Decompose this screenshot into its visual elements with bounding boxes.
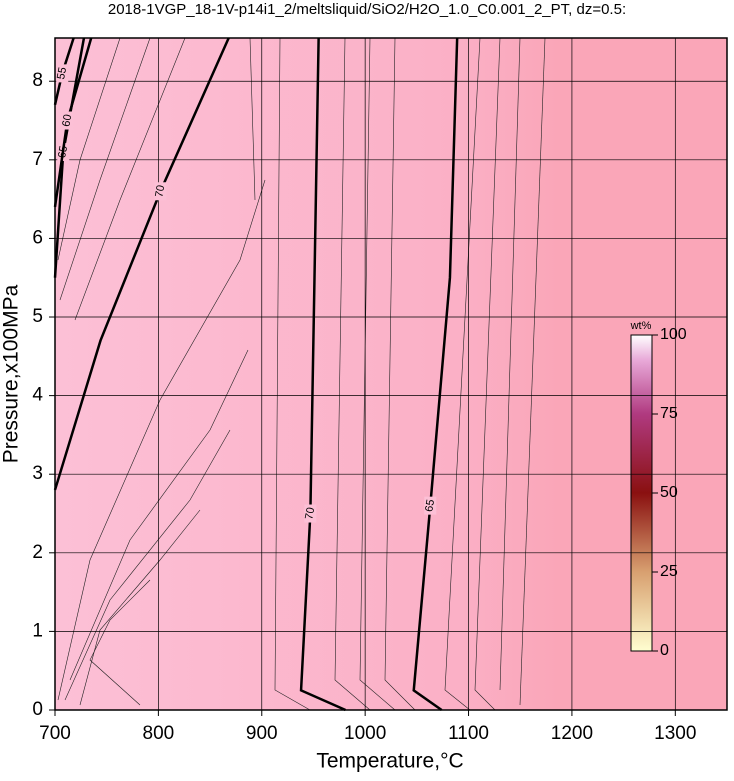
contour-label: 55	[55, 66, 69, 80]
x-tick-label: 1100	[448, 723, 489, 744]
contour-label-bg	[56, 64, 69, 83]
contour-label: 65	[423, 499, 437, 513]
x-axis-label: Temperature,°C	[316, 750, 463, 773]
colorbar	[630, 334, 653, 652]
x-tick-label: 1000	[344, 723, 386, 744]
colorbar-tick-label: 100	[660, 326, 687, 343]
y-axis-label: Pressure,x100MPa	[0, 284, 23, 463]
y-tick-label: 2	[32, 542, 43, 563]
chart-title: 2018-1VGP_18-1V-p14i1_2/meltsliquid/SiO2…	[108, 1, 626, 18]
x-tick-label: 900	[246, 723, 278, 744]
contour-line	[53, 37, 230, 491]
colorbar-tick-label: 75	[660, 405, 678, 422]
y-tick-label: 5	[32, 306, 43, 327]
contour-label: 70	[303, 506, 317, 520]
contour-label-bg	[304, 504, 317, 523]
x-tick-label: 1300	[654, 723, 696, 744]
y-tick-label: 1	[32, 620, 43, 641]
thin-contours	[57, 37, 546, 711]
y-tick-label: 3	[32, 463, 43, 484]
y-tick-label: 8	[32, 70, 43, 91]
contour-label: 60	[60, 113, 74, 127]
y-tick-label: 6	[32, 227, 43, 248]
x-tick-label: 1200	[551, 723, 593, 744]
colorbar-tick-label: 50	[660, 484, 678, 501]
colorbar-tick-label: 25	[660, 563, 678, 580]
x-tick-label: 700	[39, 723, 71, 744]
y-tick-label: 4	[32, 385, 43, 406]
y-tick-label: 7	[32, 149, 43, 170]
x-tick-label: 800	[143, 723, 175, 744]
contour-label: 70	[153, 184, 167, 198]
y-tick-label: 0	[32, 699, 43, 720]
colorbar-tick-label: 0	[660, 642, 669, 659]
contour-label-bg	[154, 182, 167, 201]
plot-background	[55, 38, 727, 710]
contour-label-bg	[61, 111, 74, 130]
contour-label-bg	[424, 496, 437, 515]
colorbar-label: wt%	[630, 320, 652, 332]
